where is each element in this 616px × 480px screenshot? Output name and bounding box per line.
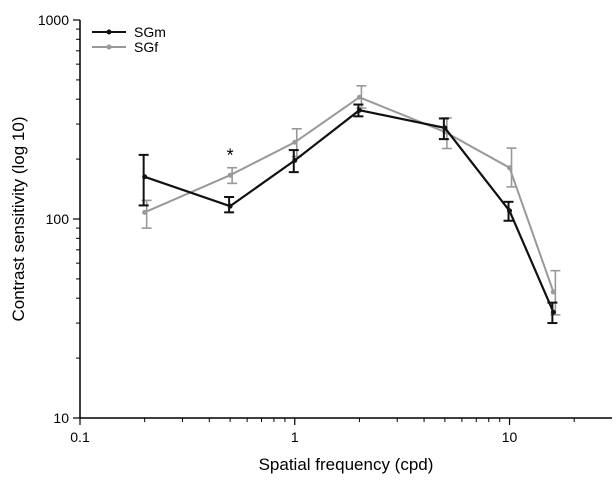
x-tick-label: 0.1	[70, 429, 90, 445]
axes	[79, 20, 612, 419]
series-layer	[138, 85, 561, 325]
significance-marker: *	[227, 146, 234, 166]
y-tick-label: 10	[53, 410, 69, 426]
data-point-sgf	[142, 209, 148, 215]
data-point-sgm	[227, 203, 233, 209]
data-point-sgm	[550, 309, 556, 315]
legend: SGm SGf	[92, 24, 166, 55]
data-point-sgf	[227, 172, 233, 178]
legend-label-sgm: SGm	[134, 24, 166, 40]
x-tick-label: 1	[291, 429, 299, 445]
legend-marker-sgm	[106, 29, 112, 35]
data-point-sgm	[356, 107, 362, 113]
data-point-sgf	[550, 289, 556, 295]
legend-marker-sgf	[106, 44, 112, 50]
series-line-sgf	[144, 96, 555, 293]
annotations: *	[227, 146, 234, 166]
x-tick-label: 10	[502, 429, 518, 445]
data-point-sgf	[292, 139, 298, 145]
series-sgm	[138, 103, 558, 325]
series-line-sgm	[144, 109, 555, 313]
data-point-sgm	[292, 157, 298, 163]
y-axis-title: Contrast sensitivity (log 10)	[9, 116, 28, 321]
ticks: 0.1 1 10 10 100 1000	[38, 12, 575, 445]
y-tick-label: 100	[46, 211, 70, 227]
data-point-sgm	[142, 174, 148, 180]
x-axis-title: Spatial frequency (cpd)	[259, 455, 434, 474]
y-tick-label: 1000	[38, 12, 69, 28]
data-point-sgm	[442, 125, 448, 131]
data-point-sgm	[507, 208, 513, 214]
data-point-sgf	[507, 165, 513, 171]
series-sgf	[141, 85, 561, 316]
legend-label-sgf: SGf	[134, 39, 158, 55]
data-point-sgf	[356, 94, 362, 100]
